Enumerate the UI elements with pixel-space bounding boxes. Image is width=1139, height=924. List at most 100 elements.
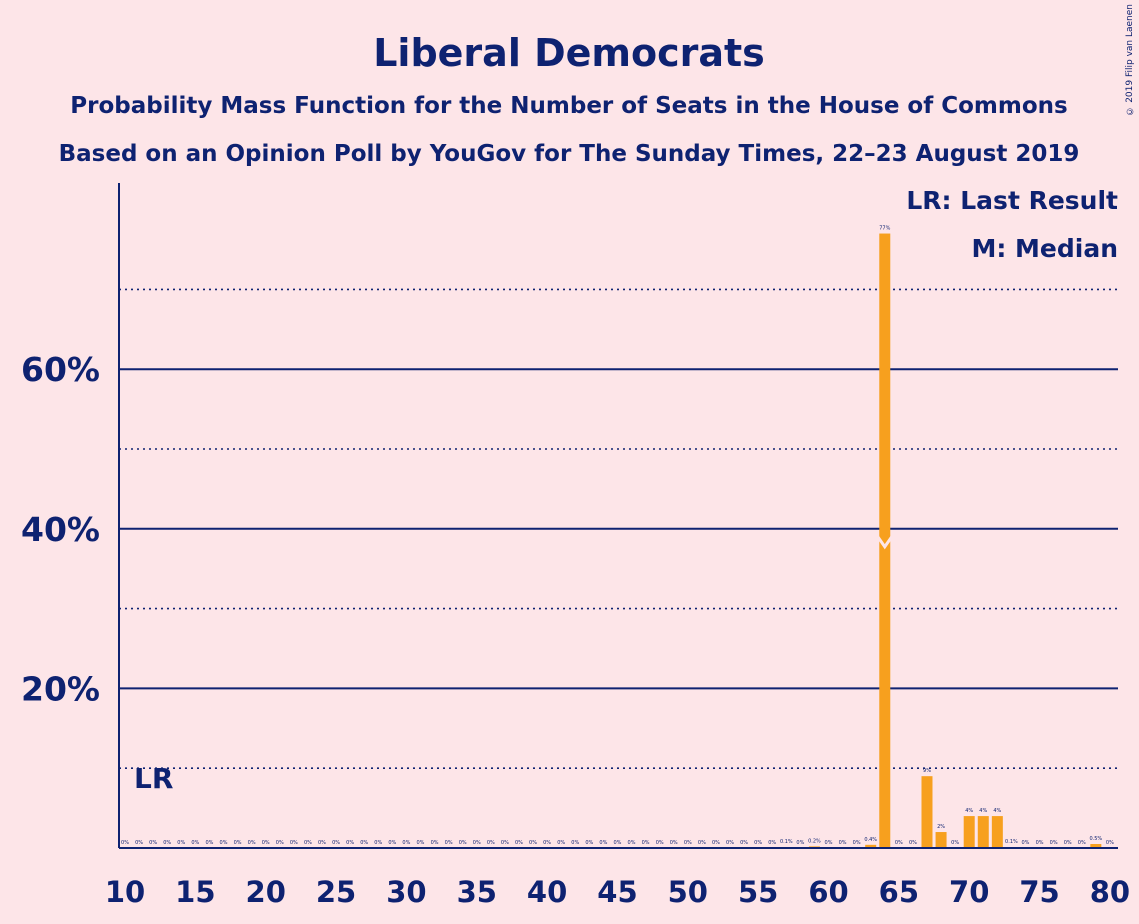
bar-label: 0% bbox=[149, 840, 157, 846]
y-tick-labels: 20% 40% 60% bbox=[21, 350, 100, 708]
bar-label: 4% bbox=[965, 808, 973, 814]
x-tick-label: 40 bbox=[527, 875, 567, 909]
bar-label: 0% bbox=[642, 840, 650, 846]
chart-title: Liberal Democrats bbox=[373, 31, 765, 75]
bar-seats-64 bbox=[879, 233, 891, 849]
bar-label: 0% bbox=[726, 840, 734, 846]
bar-label: 0% bbox=[670, 840, 678, 846]
x-tick-label: 75 bbox=[1019, 875, 1059, 909]
bar-label: 0% bbox=[191, 840, 199, 846]
bar-seats-72 bbox=[991, 816, 1003, 848]
legend-median: M: Median bbox=[971, 234, 1118, 263]
x-tick-label: 35 bbox=[457, 875, 497, 909]
bar-label: 0.5% bbox=[1089, 836, 1102, 842]
median-marker bbox=[876, 535, 894, 550]
bar-label: 0% bbox=[388, 840, 396, 846]
bar-label: 0% bbox=[656, 840, 664, 846]
bar-label: 0% bbox=[515, 840, 523, 846]
x-tick-label: 60 bbox=[808, 875, 848, 909]
bar-label: 0% bbox=[1022, 840, 1030, 846]
x-tick-label: 70 bbox=[949, 875, 989, 909]
bar-label: 0.1% bbox=[1005, 839, 1018, 845]
bar-label: 0% bbox=[613, 840, 621, 846]
bar-label: 2% bbox=[937, 824, 945, 830]
bar-label: 0% bbox=[754, 840, 762, 846]
y-tick-label: 60% bbox=[21, 350, 100, 389]
bar-label: 0% bbox=[543, 840, 551, 846]
axes bbox=[118, 183, 1118, 849]
bar-label: 0% bbox=[135, 840, 143, 846]
bar-label: 0% bbox=[234, 840, 242, 846]
bar-label: 0% bbox=[374, 840, 382, 846]
x-tick-label: 45 bbox=[597, 875, 637, 909]
bar-label: 0% bbox=[205, 840, 213, 846]
bar-label: 0% bbox=[951, 840, 959, 846]
x-tick-label: 15 bbox=[175, 875, 215, 909]
bar-label: 0% bbox=[346, 840, 354, 846]
bar-label: 0% bbox=[304, 840, 312, 846]
x-tick-label: 10 bbox=[105, 875, 145, 909]
x-tick-label: 55 bbox=[738, 875, 778, 909]
bar-label: 0% bbox=[290, 840, 298, 846]
bar-label: 0% bbox=[262, 840, 270, 846]
bar-label: 0% bbox=[332, 840, 340, 846]
bar-seats-70 bbox=[963, 816, 975, 848]
bar-label: 0.4% bbox=[864, 837, 877, 843]
gridlines bbox=[119, 288, 1118, 770]
x-tick-label: 30 bbox=[386, 875, 426, 909]
last-result-marker: LR bbox=[134, 762, 173, 795]
bar-label: 0% bbox=[839, 840, 847, 846]
bar-label: 0% bbox=[177, 840, 185, 846]
bar-label: 0% bbox=[276, 840, 284, 846]
chart-subtitle-1: Probability Mass Function for the Number… bbox=[70, 93, 1067, 119]
bar-label: 0% bbox=[121, 840, 129, 846]
x-tick-label: 50 bbox=[668, 875, 708, 909]
x-tick-label: 25 bbox=[316, 875, 356, 909]
chart-subtitle-2: Based on an Opinion Poll by YouGov for T… bbox=[59, 141, 1080, 167]
bar-label: 0% bbox=[163, 840, 171, 846]
bar-label: 0% bbox=[684, 840, 692, 846]
bar-label: 0% bbox=[402, 840, 410, 846]
y-tick-label: 40% bbox=[21, 510, 100, 549]
legend-last-result: LR: Last Result bbox=[906, 186, 1118, 215]
bar-label: 0% bbox=[909, 840, 917, 846]
bar-label: 0% bbox=[529, 840, 537, 846]
bar-label: 0% bbox=[431, 840, 439, 846]
bar-label: 0% bbox=[599, 840, 607, 846]
bar-label: 0% bbox=[417, 840, 425, 846]
bar-label: 0% bbox=[459, 840, 467, 846]
bar-label: 0% bbox=[1064, 840, 1072, 846]
bars bbox=[780, 233, 1102, 849]
bar-seats-79 bbox=[1090, 844, 1102, 848]
bar-label: 0% bbox=[487, 840, 495, 846]
bar-seats-63 bbox=[865, 844, 877, 848]
bar-seats-67 bbox=[921, 776, 933, 848]
bar-label: 0% bbox=[825, 840, 833, 846]
bar-seats-71 bbox=[977, 816, 989, 848]
x-tick-label: 65 bbox=[879, 875, 919, 909]
bar-label: 0% bbox=[698, 840, 706, 846]
bar-label: 0% bbox=[628, 840, 636, 846]
bar-label: 0% bbox=[571, 840, 579, 846]
bar-label: 0% bbox=[895, 840, 903, 846]
bar-label: 0% bbox=[1036, 840, 1044, 846]
bar-label: 77% bbox=[879, 226, 890, 232]
bar-label: 0% bbox=[712, 840, 720, 846]
bar-seats-68 bbox=[935, 832, 947, 848]
bar-label: 0% bbox=[473, 840, 481, 846]
bar-label: 0.1% bbox=[780, 839, 793, 845]
bar-label: 0% bbox=[445, 840, 453, 846]
bar-label: 0% bbox=[220, 840, 228, 846]
markers bbox=[876, 535, 894, 550]
bar-label: 0% bbox=[1050, 840, 1058, 846]
bar-label: 0% bbox=[501, 840, 509, 846]
bar-labels: 0% 0% 0% 0% 0% 0% 0% 0% 0% 0% 0% 0% 0% 0% 0% 0% 0% 0% 0% 0%… bbox=[121, 226, 1114, 846]
bar-label: 0% bbox=[1106, 840, 1114, 846]
bar-label: 0% bbox=[796, 840, 804, 846]
bar-label: 0% bbox=[585, 840, 593, 846]
bar-label: 0% bbox=[740, 840, 748, 846]
y-tick-label: 20% bbox=[21, 669, 100, 708]
bar-label: 0% bbox=[853, 840, 861, 846]
bar-label: 0% bbox=[1078, 840, 1086, 846]
